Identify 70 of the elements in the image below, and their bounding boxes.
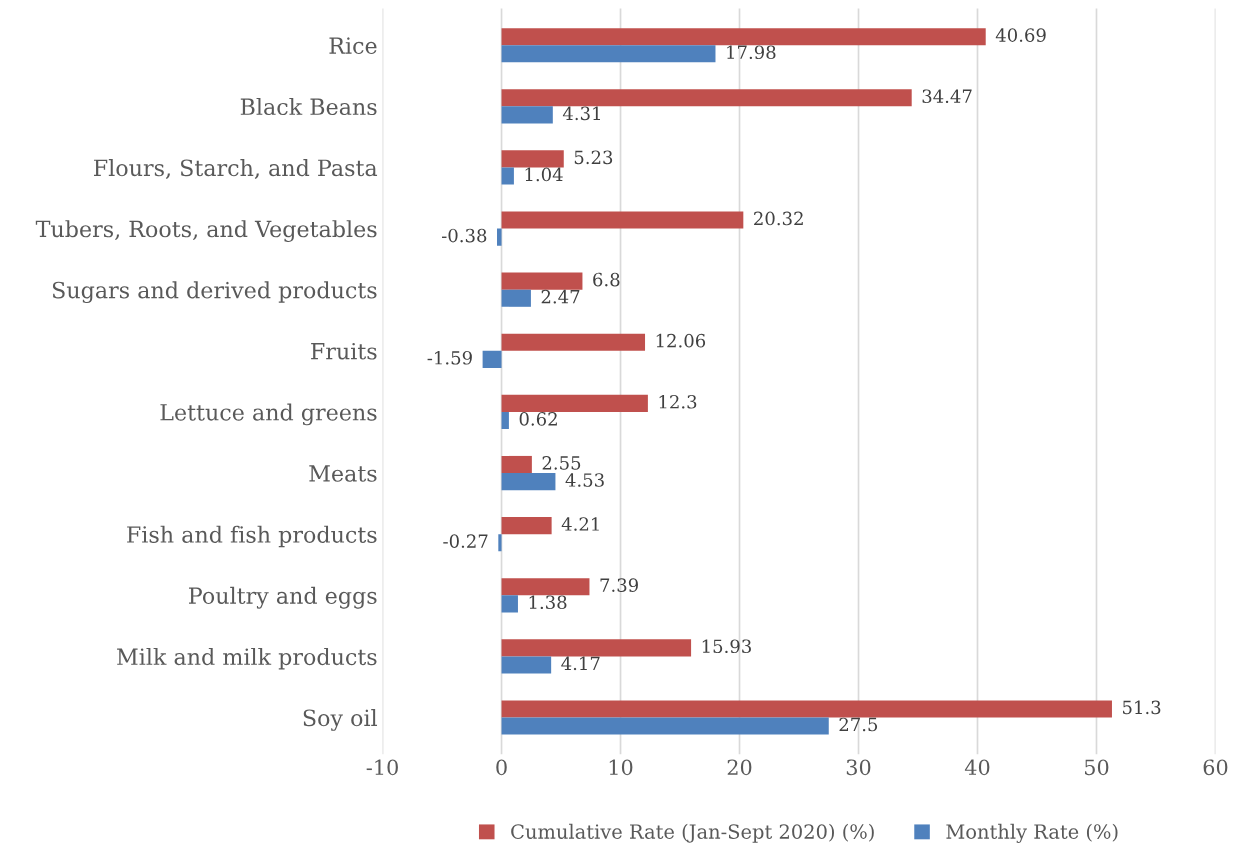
bar [501,289,531,307]
bar [501,211,744,229]
x-tick-label: 0 [496,759,507,776]
x-tick-label: 40 [964,759,990,776]
y-tick-label: Sugars and derived products [52,281,377,304]
data-label: 6.8 [593,272,620,287]
data-label: 27.5 [839,717,878,732]
y-tick-label: Poultry and eggs [189,586,377,609]
y-tick-label: Rice [329,37,377,54]
bar [482,350,502,368]
x-tick-label: 10 [609,759,633,776]
bar [501,578,590,596]
bar [501,150,564,168]
bar [501,333,646,351]
data-label: 4.17 [561,656,600,671]
data-label: 1.04 [525,167,563,182]
legend-label: Monthly Rate (%) [946,823,1118,843]
y-tick-label: Milk and milk products [117,647,377,670]
bar [501,45,716,63]
data-label: 4.31 [562,106,600,121]
bar [497,228,502,246]
data-label: -0.27 [443,534,488,548]
y-tick-label: Black Beans [240,97,377,116]
data-label: 2.47 [541,289,580,304]
data-label: 12.06 [656,333,706,348]
bar [501,106,553,124]
bar [501,28,986,46]
x-tick-label: 20 [727,759,752,776]
bar [501,717,829,735]
bar [501,455,532,474]
data-label: 0.62 [519,412,557,426]
data-label: 40.69 [995,28,1046,42]
bar [501,639,692,657]
bar [501,89,912,107]
data-label: 17.98 [727,45,776,60]
bar [501,272,583,290]
data-label: 4.21 [561,517,599,531]
y-tick-label: Flours, Starch, and Pasta [93,159,378,179]
x-tick-label: -10 [366,759,398,776]
y-tick-label: Tubers, Roots, and Vegetables [35,220,377,242]
bar [498,534,502,552]
data-label: 2.55 [542,456,581,470]
data-label: 34.47 [922,89,972,104]
bar [501,394,648,412]
bar [501,473,556,491]
data-label: 4.53 [565,473,604,487]
bar [501,167,514,185]
bar [501,517,552,535]
bar [501,411,509,430]
x-tick-label: 30 [846,759,871,776]
y-tick-label: Fish and fish products [127,525,377,548]
bar [501,595,518,613]
data-label: 15.93 [702,639,751,654]
bar [501,700,1112,718]
data-label: 5.23 [574,150,613,165]
data-label: 20.32 [754,211,803,226]
y-tick-label: Meats [309,465,377,482]
bar [501,656,552,674]
data-label: 7.39 [600,578,638,592]
y-tick-label: Fruits [311,342,377,360]
data-label: 1.38 [529,595,567,610]
legend-label: Cumulative Rate (Jan-Sept 2020) (%) [511,823,874,843]
y-tick-label: Lettuce and greens [160,403,377,426]
x-tick-label: 60 [1203,759,1228,776]
data-label: 12.3 [659,394,697,409]
data-label: 51.3 [1123,700,1161,715]
data-label: -1.59 [427,350,472,365]
data-label: -0.38 [441,228,487,243]
x-tick-label: 50 [1085,759,1109,776]
y-tick-label: Soy oil [303,709,378,731]
